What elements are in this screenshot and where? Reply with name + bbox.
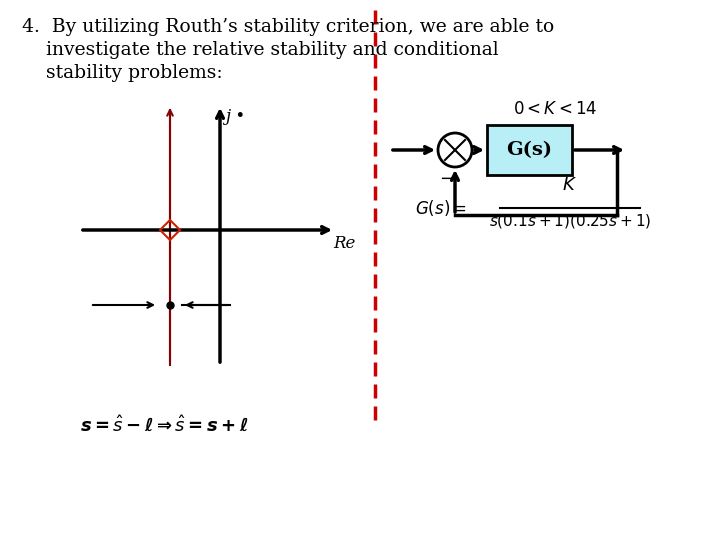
Text: 4.  By utilizing Routh’s stability criterion, we are able to: 4. By utilizing Routh’s stability criter… (22, 18, 554, 36)
Text: investigate the relative stability and conditional: investigate the relative stability and c… (22, 41, 499, 59)
Text: $s(0.1s+1)(0.25s+1)$: $s(0.1s+1)(0.25s+1)$ (489, 212, 651, 230)
Text: j •: j • (225, 108, 245, 125)
Text: −: − (439, 170, 454, 188)
Text: $K$: $K$ (562, 176, 577, 194)
Text: $0 < K < 14$: $0 < K < 14$ (513, 102, 597, 118)
Text: $G(s) =$: $G(s) =$ (415, 198, 467, 218)
Bar (487, 125, 572, 175)
Text: $\boldsymbol{s=\hat{s}-\ell \Rightarrow \hat{s}=s+\ell}$: $\boldsymbol{s=\hat{s}-\ell \Rightarrow … (80, 415, 248, 435)
Text: Re: Re (333, 235, 356, 252)
Text: G(s): G(s) (506, 141, 552, 159)
Text: stability problems:: stability problems: (22, 64, 222, 82)
